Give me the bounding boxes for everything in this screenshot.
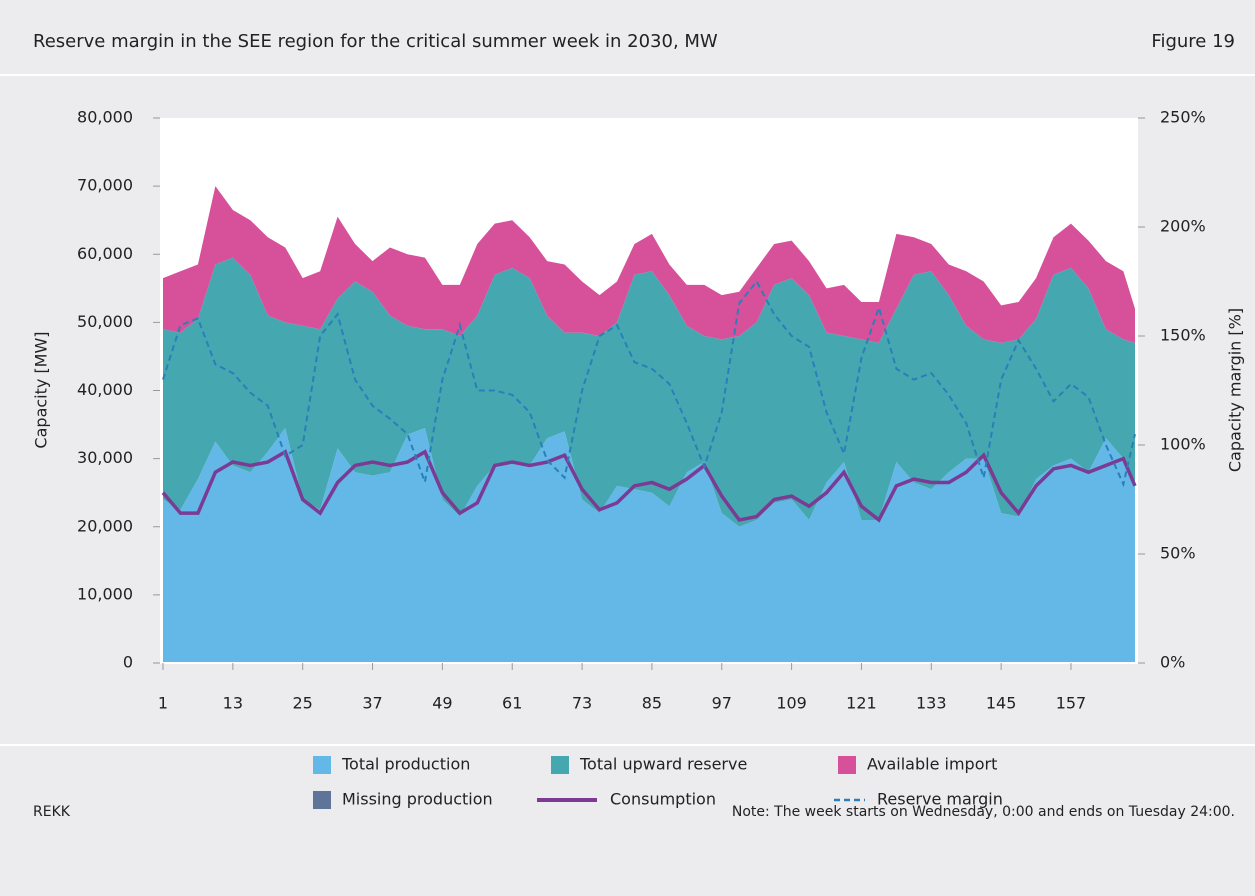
x-tick-label: 157 <box>1056 694 1087 713</box>
legend-label: Reserve margin <box>877 790 1003 809</box>
legend-swatch <box>313 791 331 809</box>
x-tick-label: 133 <box>916 694 947 713</box>
legend-swatch <box>838 756 856 774</box>
y-tick-label: 40,000 <box>77 380 133 399</box>
legend-label: Available import <box>867 755 997 774</box>
y-axis-label: Capacity [MW] <box>32 331 51 448</box>
x-tick-label: 61 <box>502 694 522 713</box>
x-tick-label: 109 <box>776 694 807 713</box>
figure-label: Figure 19 <box>1151 31 1235 52</box>
y2-tick-label: 150% <box>1160 326 1206 345</box>
source: REKK <box>33 804 71 820</box>
y-tick-label: 0 <box>123 653 133 672</box>
x-tick-label: 49 <box>432 694 452 713</box>
legend-label: Total production <box>341 755 470 774</box>
y-tick-label: 20,000 <box>77 516 133 535</box>
y-tick-label: 70,000 <box>77 176 133 195</box>
y-tick-label: 10,000 <box>77 584 133 603</box>
legend-label: Missing production <box>342 790 493 809</box>
y-tick-label: 60,000 <box>77 244 133 263</box>
x-tick-label: 13 <box>223 694 243 713</box>
y2-tick-label: 200% <box>1160 217 1206 236</box>
x-tick-label: 97 <box>712 694 732 713</box>
y2-axis-label: Capacity margin [%] <box>1226 308 1245 472</box>
line <box>162 279 1136 488</box>
note: Note: The week starts on Wednesday, 0:00… <box>732 804 1235 820</box>
x-tick-label: 37 <box>362 694 382 713</box>
y2-tick-label: 100% <box>1160 435 1206 454</box>
x-tick-label: 25 <box>293 694 313 713</box>
y2-tick-label: 250% <box>1160 108 1206 127</box>
y-tick-label: 80,000 <box>77 108 133 127</box>
x-tick-label: 1 <box>158 694 168 713</box>
legend-swatch <box>551 756 569 774</box>
area <box>163 257 1135 527</box>
chart-title: Reserve margin in the SEE region for the… <box>33 31 718 52</box>
x-tick-label: 73 <box>572 694 592 713</box>
x-tick-label: 85 <box>642 694 662 713</box>
area <box>163 427 1135 663</box>
legend-label: Consumption <box>610 790 716 809</box>
area <box>163 186 1135 343</box>
legend-label: Total upward reserve <box>579 755 747 774</box>
x-tick-label: 121 <box>846 694 877 713</box>
y2-tick-label: 50% <box>1160 544 1196 563</box>
y2-tick-label: 0% <box>1160 653 1185 672</box>
legend-swatch <box>313 756 331 774</box>
x-tick-label: 145 <box>986 694 1017 713</box>
y-tick-label: 30,000 <box>77 448 133 467</box>
y-tick-label: 50,000 <box>77 312 133 331</box>
